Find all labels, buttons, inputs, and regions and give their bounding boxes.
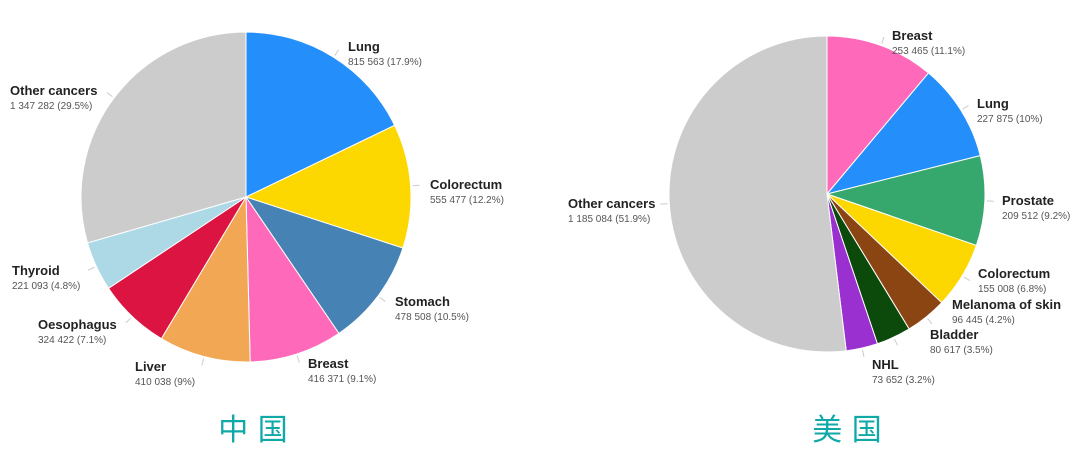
slice-other-cancers[interactable] bbox=[668, 35, 847, 353]
slice-liver[interactable] bbox=[160, 195, 251, 363]
china-pie: Lung 815 563 (17.9%) Colorectum 555 477 (12… bbox=[10, 31, 504, 388]
slice-lung[interactable] bbox=[825, 72, 981, 195]
slice-label-other-cancers: Other cancers bbox=[568, 196, 655, 211]
leader-line bbox=[106, 92, 113, 98]
slice-other-cancers[interactable] bbox=[80, 31, 247, 244]
leader-line bbox=[379, 296, 386, 302]
slice-label-bladder: Bladder bbox=[930, 327, 978, 342]
slice-label-prostate: Prostate bbox=[1002, 193, 1054, 208]
leader-line bbox=[87, 266, 95, 271]
slice-value-lung: 815 563 (17.9%) bbox=[348, 57, 422, 68]
slice-label-other-cancers: Other cancers bbox=[10, 83, 97, 98]
leader-line bbox=[894, 338, 898, 346]
slice-value-nhl: 73 652 (3.2%) bbox=[872, 375, 935, 386]
slice-value-oesophagus: 324 422 (7.1%) bbox=[38, 335, 106, 346]
slice-stomach[interactable] bbox=[244, 196, 404, 335]
slice-label-stomach: Stomach bbox=[395, 294, 450, 309]
slice-value-bladder: 80 617 (3.5%) bbox=[930, 345, 993, 356]
leader-line bbox=[334, 49, 339, 56]
slice-label-thyroid: Thyroid bbox=[12, 263, 60, 278]
slice-value-breast: 253 465 (11.1%) bbox=[892, 46, 965, 57]
slice-label-breast: Breast bbox=[308, 356, 349, 371]
slice-label-nhl: NHL bbox=[872, 357, 899, 372]
leader-line bbox=[927, 318, 933, 325]
slice-label-colorectum: Colorectum bbox=[978, 266, 1050, 281]
slice-value-stomach: 478 508 (10.5%) bbox=[395, 312, 469, 323]
leader-line bbox=[881, 36, 885, 44]
slice-value-other-cancers: 1 185 084 (51.9%) bbox=[568, 214, 650, 225]
slice-label-colorectum: Colorectum bbox=[430, 177, 502, 192]
usa-title: 美 国 bbox=[812, 413, 882, 448]
slice-label-breast: Breast bbox=[892, 28, 933, 43]
slice-label-liver: Liver bbox=[135, 359, 166, 374]
slice-value-prostate: 209 512 (9.2%) bbox=[1002, 211, 1070, 222]
slice-value-melanoma-of-skin: 96 445 (4.2%) bbox=[952, 315, 1015, 326]
leader-line bbox=[861, 349, 865, 357]
slice-value-thyroid: 221 093 (4.8%) bbox=[12, 281, 80, 292]
leader-line bbox=[962, 105, 969, 110]
slice-breast[interactable] bbox=[826, 35, 930, 196]
slice-label-oesophagus: Oesophagus bbox=[38, 317, 117, 332]
slice-colorectum[interactable] bbox=[244, 124, 412, 249]
leader-line bbox=[963, 276, 971, 282]
slice-label-lung: Lung bbox=[977, 96, 1009, 111]
leader-line bbox=[296, 355, 300, 363]
slice-lung[interactable] bbox=[245, 31, 396, 198]
slice-value-other-cancers: 1 347 282 (29.5%) bbox=[10, 101, 92, 112]
slice-label-lung: Lung bbox=[348, 39, 380, 54]
slice-breast[interactable] bbox=[245, 195, 340, 363]
leader-line bbox=[201, 358, 205, 366]
slice-value-colorectum: 155 008 (6.8%) bbox=[978, 284, 1046, 295]
slice-value-colorectum: 555 477 (12.2%) bbox=[430, 195, 504, 206]
leader-line bbox=[125, 317, 132, 324]
china-title: 中 国 bbox=[218, 413, 288, 448]
slice-value-lung: 227 875 (10%) bbox=[977, 114, 1043, 125]
slice-prostate[interactable] bbox=[825, 155, 986, 247]
slice-value-liver: 410 038 (9%) bbox=[135, 377, 195, 388]
slice-label-melanoma-of-skin: Melanoma of skin bbox=[952, 297, 1061, 312]
usa-pie: Breast 253 465 (11.1%) Lung 227 875 (10%) Pr… bbox=[568, 28, 1070, 386]
slice-value-breast: 416 371 (9.1%) bbox=[308, 374, 376, 385]
